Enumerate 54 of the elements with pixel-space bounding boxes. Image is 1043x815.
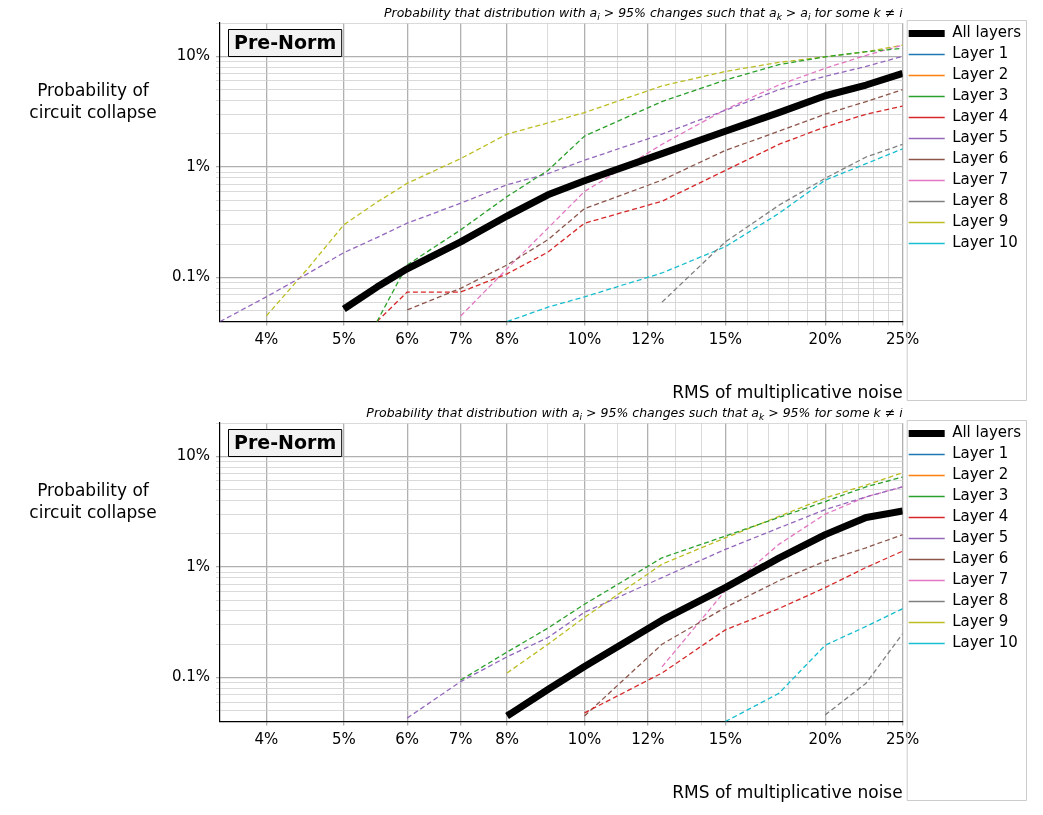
legend-label: Layer 4 [952, 107, 1009, 126]
legend-label: Layer 9 [952, 612, 1009, 631]
annotation: Pre-Norm [234, 430, 337, 453]
legend-label: Layer 8 [952, 591, 1009, 610]
y-tick-label: 10% [176, 46, 210, 65]
y-tick-label: 0.1% [171, 667, 210, 686]
x-tick-label: 15% [708, 330, 742, 349]
x-tick-label: 25% [886, 330, 920, 349]
legend-label: Layer 10 [952, 633, 1018, 652]
legend-label: Layer 6 [952, 149, 1009, 168]
legend-label: All layers [952, 23, 1022, 42]
x-tick-label: 15% [708, 730, 742, 749]
legend-label: Layer 1 [952, 444, 1009, 463]
x-tick-label: 6% [395, 330, 420, 349]
legend-label: Layer 2 [952, 465, 1009, 484]
legend-label: Layer 3 [952, 86, 1009, 105]
y-axis-title: Probability of circuit collapse [29, 80, 157, 123]
y-tick-label: 1% [186, 556, 210, 575]
legend-label: All layers [952, 423, 1022, 442]
x-axis-title: RMS of multiplicative noise [672, 782, 903, 803]
legend-label: Layer 6 [952, 549, 1009, 568]
x-tick-label: 10% [567, 330, 602, 349]
legend-label: Layer 2 [952, 65, 1009, 84]
x-tick-label: 5% [331, 730, 356, 749]
x-tick-label: 10% [567, 730, 602, 749]
legend-label: Layer 7 [952, 570, 1009, 589]
x-axis-title: RMS of multiplicative noise [672, 382, 903, 403]
x-tick-label: 4% [254, 730, 279, 749]
x-tick-label: 25% [886, 730, 920, 749]
legend-label: Layer 8 [952, 191, 1009, 210]
x-tick-label: 8% [495, 730, 519, 749]
x-tick-label: 5% [331, 330, 356, 349]
x-tick-label: 6% [395, 730, 420, 749]
x-tick-label: 12% [631, 730, 665, 749]
x-tick-label: 20% [808, 330, 842, 349]
x-tick-label: 7% [448, 330, 473, 349]
x-tick-label: 8% [495, 330, 519, 349]
annotation: Pre-Norm [234, 30, 337, 53]
x-tick-label: 12% [631, 330, 665, 349]
legend-label: Layer 3 [952, 486, 1009, 505]
y-tick-label: 10% [176, 446, 210, 465]
x-tick-label: 4% [254, 330, 279, 349]
legend-label: Layer 1 [952, 44, 1009, 63]
x-tick-label: 20% [808, 730, 842, 749]
y-tick-label: 0.1% [171, 267, 210, 286]
legend-label: Layer 4 [952, 507, 1009, 526]
legend-label: Layer 10 [952, 233, 1018, 252]
y-tick-label: 1% [186, 156, 210, 175]
x-tick-label: 7% [448, 730, 473, 749]
legend-label: Layer 9 [952, 212, 1009, 231]
legend-label: Layer 5 [952, 128, 1009, 147]
legend-label: Layer 7 [952, 170, 1009, 189]
y-axis-title: Probability of circuit collapse [29, 480, 157, 523]
legend-label: Layer 5 [952, 528, 1009, 547]
